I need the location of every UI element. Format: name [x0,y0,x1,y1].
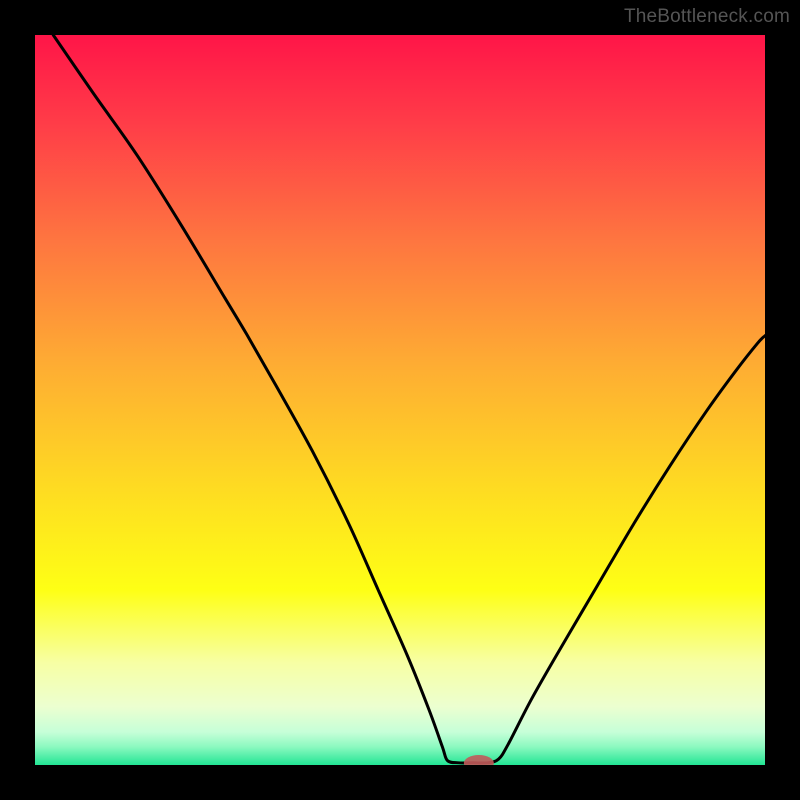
chart-svg [0,0,800,800]
attribution-text: TheBottleneck.com [624,6,790,28]
plot-background [35,35,765,765]
bottleneck-chart: TheBottleneck.com [0,0,800,800]
